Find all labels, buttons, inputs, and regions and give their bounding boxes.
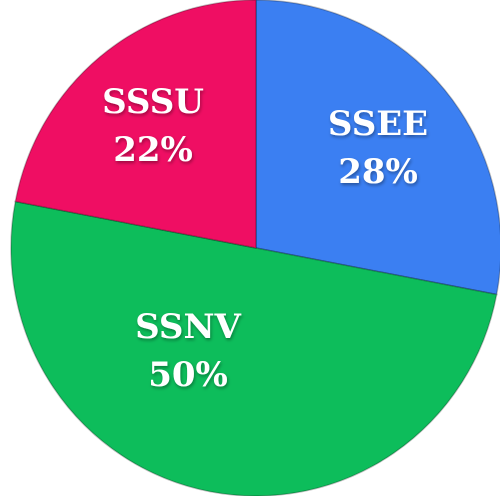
slice-percent: 28%	[338, 152, 418, 192]
slice-name: SSNV	[135, 307, 241, 347]
slice-percent: 50%	[148, 355, 228, 395]
pie-slice	[14, 0, 257, 249]
slice-name: SSSU	[102, 82, 204, 122]
pie-slice	[10, 200, 498, 496]
slice-name: SSEE	[328, 104, 428, 144]
labels: SSEE 28% SSNV 50% SSSU 22%	[102, 82, 428, 395]
slice-percent: 22%	[113, 130, 193, 170]
pie-slice	[255, 0, 500, 296]
pie	[10, 0, 500, 496]
